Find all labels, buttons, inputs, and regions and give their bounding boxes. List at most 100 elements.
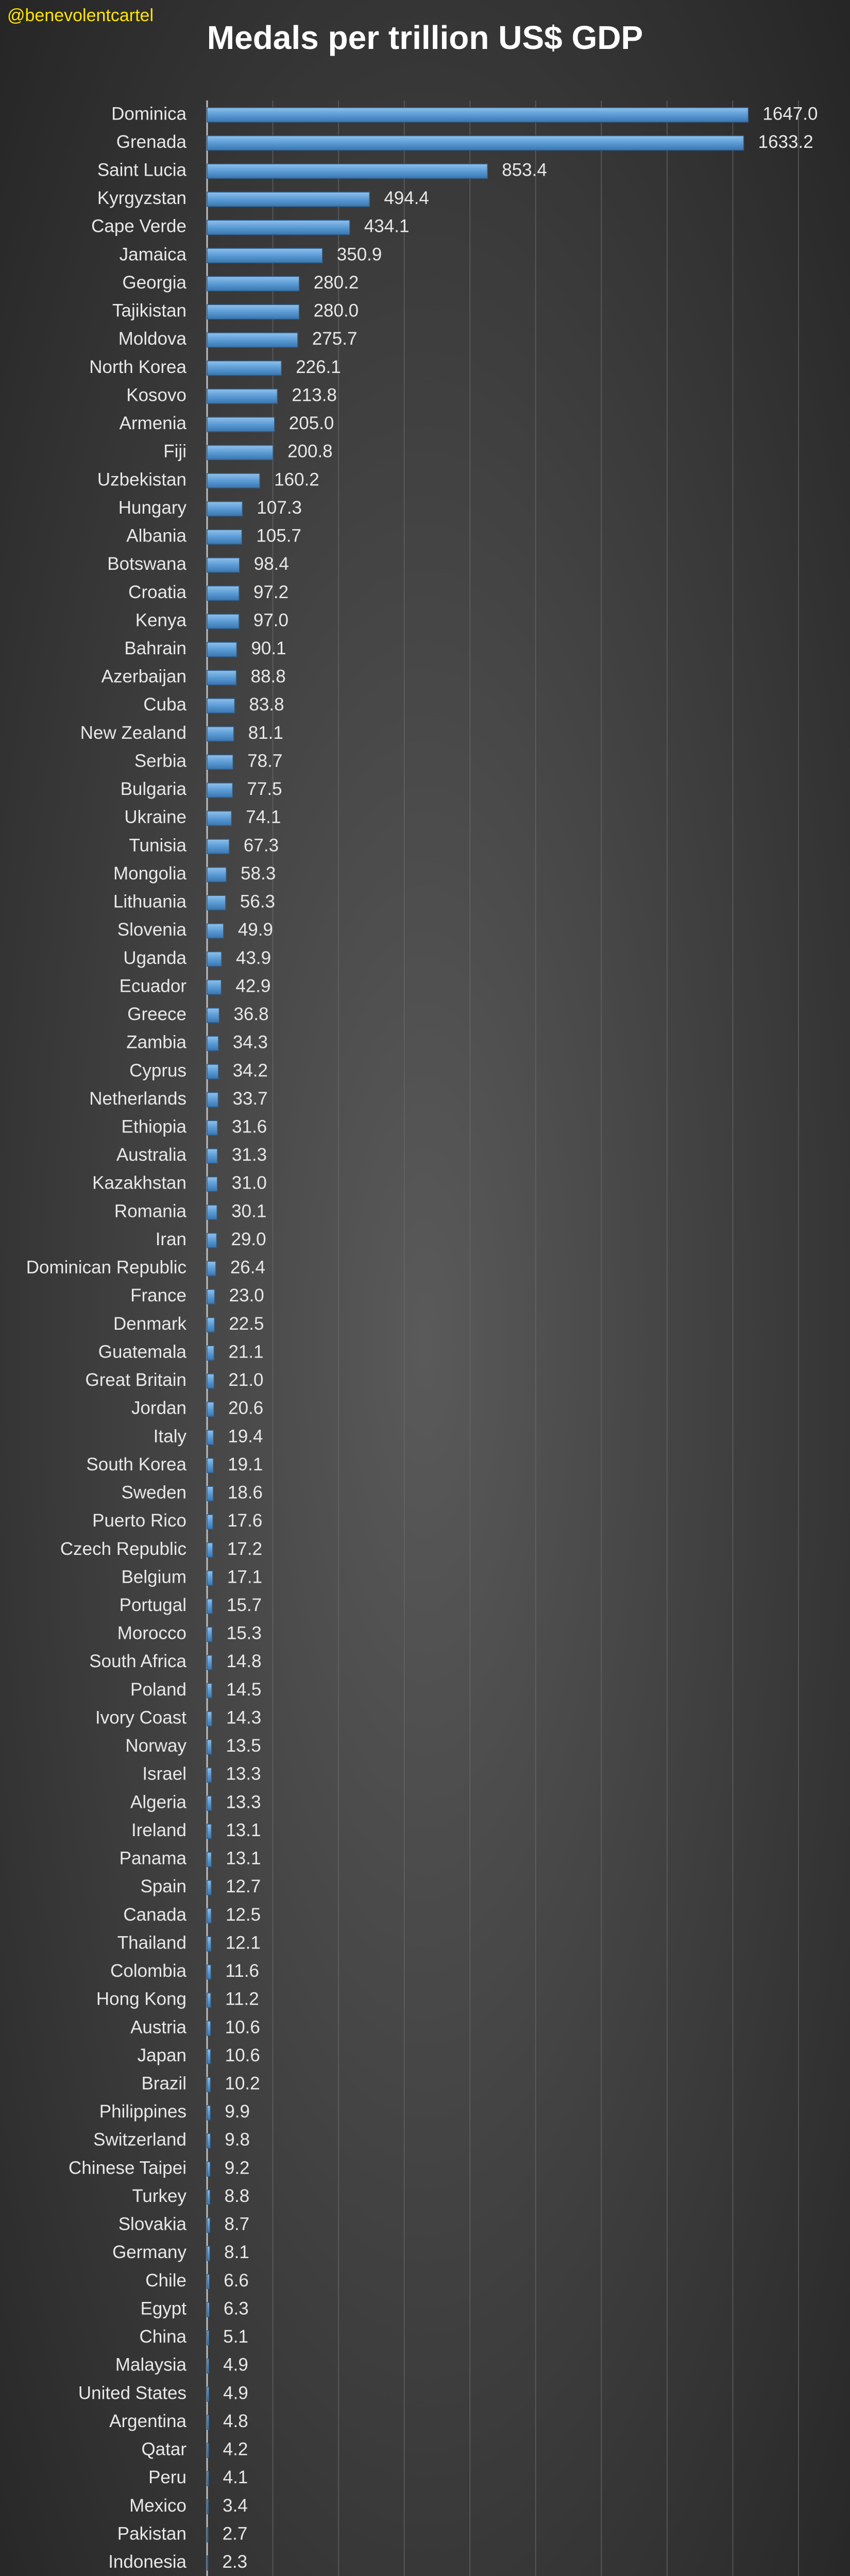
value-label: 17.1: [227, 1567, 262, 1587]
value-label: 107.3: [257, 498, 302, 518]
bar: [207, 276, 300, 292]
value-label: 200.8: [287, 442, 333, 462]
chart-title: Medals per trillion US$ GDP: [207, 19, 643, 56]
value-label: 49.9: [238, 920, 273, 940]
value-label: 43.9: [236, 948, 271, 968]
bar: [207, 2048, 211, 2064]
category-label: Moldova: [118, 329, 187, 349]
bar: [207, 2021, 211, 2036]
value-label: 275.7: [312, 329, 358, 349]
category-label: Algeria: [130, 1792, 186, 1812]
value-label: 280.2: [314, 273, 359, 293]
category-label: Cuba: [143, 694, 186, 715]
value-label: 2.3: [222, 2552, 247, 2572]
category-label: Panama: [120, 1849, 187, 1869]
category-label: Iran: [156, 1229, 186, 1249]
value-label: 31.6: [232, 1116, 267, 1137]
value-label: 4.2: [223, 2439, 248, 2460]
bar: [207, 1176, 218, 1192]
bar: [207, 1148, 218, 1164]
category-label: Peru: [148, 2467, 186, 2487]
category-label: Italy: [154, 1426, 187, 1446]
value-label: 15.7: [227, 1595, 262, 1615]
bar: [207, 2189, 211, 2205]
value-label: 105.7: [256, 526, 301, 546]
category-label: Japan: [138, 2045, 186, 2065]
value-label: 15.3: [227, 1623, 262, 1643]
value-label: 9.2: [225, 2158, 250, 2178]
category-label: Austria: [130, 2017, 186, 2037]
value-label: 6.3: [224, 2298, 249, 2318]
bar: [207, 1092, 219, 1108]
bar: [207, 585, 240, 601]
value-label: 97.0: [253, 610, 288, 630]
value-label: 8.7: [225, 2214, 250, 2234]
category-label: Belgium: [122, 1567, 186, 1587]
category-label: Germany: [112, 2242, 186, 2262]
value-label: 22.5: [229, 1314, 264, 1334]
value-label: 13.1: [226, 1820, 261, 1840]
bar: [207, 2471, 209, 2486]
bar: [207, 332, 298, 348]
bar: [207, 2133, 211, 2149]
category-label: Ecuador: [120, 976, 187, 996]
value-label: 10.6: [225, 2017, 260, 2037]
category-label: Georgia: [122, 273, 186, 293]
value-label: 97.2: [253, 582, 288, 602]
value-label: 13.3: [226, 1792, 261, 1812]
bar: [207, 2443, 209, 2459]
bar: [207, 783, 233, 798]
bar: [207, 1711, 212, 1726]
value-label: 17.6: [227, 1511, 262, 1531]
category-label: Denmark: [113, 1314, 186, 1334]
value-label: 11.6: [225, 1961, 259, 1981]
value-label: 4.1: [223, 2467, 248, 2487]
bar: [207, 1655, 213, 1670]
value-label: 853.4: [502, 160, 547, 180]
category-label: Dominican Republic: [26, 1258, 186, 1278]
bar: [207, 1064, 219, 1079]
category-label: Saint Lucia: [97, 160, 187, 180]
category-label: Bulgaria: [121, 779, 187, 799]
value-label: 13.5: [226, 1736, 261, 1756]
value-label: 20.6: [228, 1398, 263, 1418]
bar: [207, 698, 235, 714]
bar: [207, 1486, 214, 1502]
value-label: 18.6: [228, 1483, 263, 1503]
bar: [207, 1232, 217, 1248]
category-label: Kazakhstan: [92, 1173, 186, 1193]
category-label: Hungary: [118, 498, 187, 518]
category-label: Indonesia: [108, 2552, 186, 2572]
value-label: 56.3: [240, 892, 275, 912]
value-label: 83.8: [249, 694, 284, 715]
bar: [207, 2414, 209, 2430]
value-label: 13.3: [226, 1764, 261, 1784]
labels: 02004006008001,0001,2001,4001,6001,800Do…: [26, 104, 818, 2572]
value-label: 14.5: [226, 1680, 261, 1700]
value-label: 42.9: [235, 976, 270, 996]
category-label: Puerto Rico: [92, 1511, 186, 1531]
category-label: Egypt: [141, 2298, 187, 2318]
category-label: Serbia: [134, 751, 187, 771]
grid: [206, 100, 799, 2576]
bar: [207, 1345, 215, 1361]
value-label: 226.1: [296, 357, 341, 377]
category-label: Cape Verde: [91, 216, 186, 236]
value-label: 12.7: [226, 1876, 261, 1896]
value-label: 494.4: [384, 188, 429, 208]
category-label: Mexico: [129, 2496, 186, 2516]
bar: [207, 501, 243, 517]
value-label: 1647.0: [762, 104, 818, 124]
bar: [207, 1430, 214, 1445]
bar: [207, 219, 350, 235]
bar: [207, 2105, 211, 2121]
bar: [207, 1570, 213, 1586]
bar: [207, 163, 488, 179]
bar: [207, 107, 749, 123]
category-label: Slovenia: [117, 920, 187, 940]
category-label: Albania: [126, 526, 186, 546]
category-label: Hong Kong: [96, 1989, 186, 2009]
category-label: Colombia: [110, 1961, 186, 1981]
